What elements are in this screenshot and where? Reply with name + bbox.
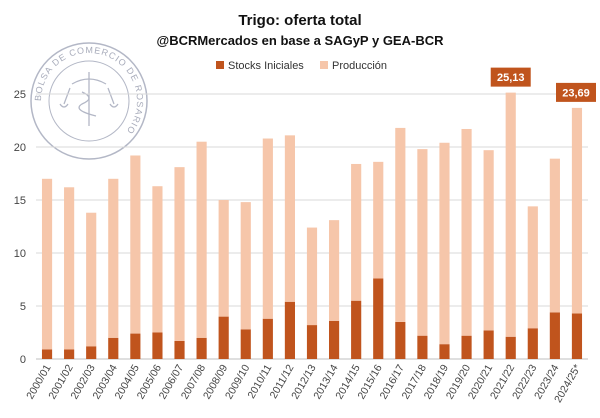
bar-stocks-iniciales xyxy=(417,335,428,359)
bar-stocks-iniciales xyxy=(108,337,119,359)
bar-produccion xyxy=(527,206,538,329)
bar-stocks-iniciales xyxy=(527,328,538,359)
bar-produccion xyxy=(284,135,295,302)
legend: Stocks Iniciales Producción xyxy=(216,60,387,72)
callouts: 25,13 23,69 xyxy=(490,67,596,102)
bar-stocks-iniciales xyxy=(549,312,560,359)
bar-produccion xyxy=(549,158,560,313)
bar-stocks-iniciales xyxy=(41,349,53,359)
bar-produccion xyxy=(483,150,494,331)
bar-produccion xyxy=(417,149,428,336)
bar-produccion xyxy=(174,167,185,341)
bar-produccion xyxy=(571,107,583,314)
bar-stocks-iniciales xyxy=(439,344,450,359)
bar-stocks-iniciales xyxy=(329,320,340,359)
bar-stocks-iniciales xyxy=(240,329,251,359)
bar-stocks-iniciales xyxy=(86,346,97,359)
bar-produccion xyxy=(86,212,97,347)
bars xyxy=(41,92,583,359)
caduceus-icon xyxy=(59,72,119,126)
chart-subtitle: @BCRMercados en base a SAGyP y GEA-BCR xyxy=(157,33,445,48)
legend-swatch xyxy=(320,61,328,69)
y-tick-label: 20 xyxy=(14,142,26,154)
bar-stocks-iniciales xyxy=(284,301,295,359)
bar-produccion xyxy=(64,187,75,350)
bar-produccion xyxy=(130,155,141,334)
callout-box xyxy=(490,67,531,87)
bar-produccion xyxy=(373,161,384,279)
bar-stocks-iniciales xyxy=(152,332,163,359)
bar-stocks-iniciales xyxy=(218,316,229,359)
bar-produccion xyxy=(218,200,229,317)
bar-stocks-iniciales xyxy=(306,325,318,359)
callout-box xyxy=(556,82,596,102)
bar-produccion xyxy=(461,128,472,336)
bar-produccion xyxy=(306,227,318,326)
bar-stocks-iniciales xyxy=(174,340,185,359)
callout-label: 23,69 xyxy=(562,87,590,99)
bar-stocks-iniciales xyxy=(461,335,472,359)
bar-produccion xyxy=(439,142,450,345)
y-tick-label: 10 xyxy=(14,248,26,260)
bar-stocks-iniciales xyxy=(373,278,384,359)
bar-stocks-iniciales xyxy=(196,337,207,359)
y-axis: 0 5 10 15 20 25 xyxy=(14,89,588,366)
bar-produccion xyxy=(240,202,251,330)
gridlines xyxy=(36,93,588,307)
callout-label: 25,13 xyxy=(497,72,525,84)
chart-title: Trigo: oferta total xyxy=(238,12,361,29)
bar-produccion xyxy=(152,186,163,333)
y-tick-label: 5 xyxy=(20,301,26,313)
bar-stocks-iniciales xyxy=(351,300,362,359)
y-tick-label: 15 xyxy=(14,195,26,207)
x-axis: 2000/012001/022002/032003/042004/052005/… xyxy=(24,362,583,405)
bar-stocks-iniciales xyxy=(130,333,141,359)
legend-label: Producción xyxy=(332,60,387,72)
bar-stocks-iniciales xyxy=(505,336,516,359)
bar-produccion xyxy=(329,220,340,321)
bar-produccion xyxy=(262,138,273,319)
legend-label: Stocks Iniciales xyxy=(228,60,304,72)
bar-stocks-iniciales xyxy=(64,349,75,359)
y-tick-label: 25 xyxy=(14,89,26,101)
y-tick-label: 0 xyxy=(20,354,26,366)
bar-produccion xyxy=(196,141,207,338)
bar-stocks-iniciales xyxy=(571,313,583,359)
seal-logo: BOLSA DE COMERCIO DE ROSARIO xyxy=(30,42,148,160)
bar-stocks-iniciales xyxy=(262,318,273,359)
bar-stocks-iniciales xyxy=(483,330,494,359)
bar-produccion xyxy=(351,163,362,301)
bar-produccion xyxy=(505,92,516,337)
bar-produccion xyxy=(41,178,53,350)
legend-swatch xyxy=(216,61,224,69)
bar-stocks-iniciales xyxy=(395,321,406,359)
bar-produccion xyxy=(395,127,406,322)
bar-produccion xyxy=(108,178,119,338)
